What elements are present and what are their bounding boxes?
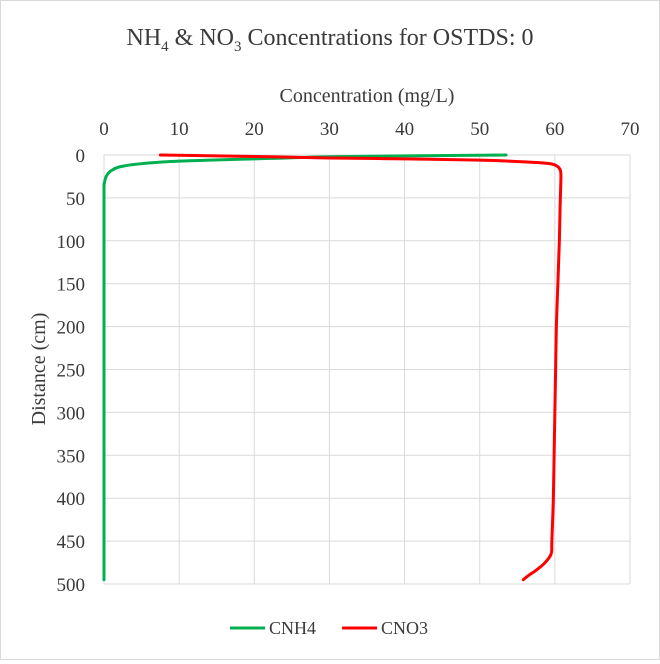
x-tick-label: 0 xyxy=(99,119,109,140)
x-tick-label: 60 xyxy=(545,119,564,140)
x-tick-labels: 0 10 20 30 40 50 60 70 xyxy=(99,119,639,140)
y-tick-label: 350 xyxy=(57,446,86,467)
y-tick-label: 0 xyxy=(76,146,86,167)
y-axis-title: Distance (cm) xyxy=(28,313,50,426)
chart-title: NH4 & NO3 Concentrations for OSTDS: 0 xyxy=(127,25,534,55)
title-subscript-4: 4 xyxy=(161,39,169,55)
title-part-rest: Concentrations for OSTDS: 0 xyxy=(242,25,534,51)
y-tick-label: 450 xyxy=(57,532,86,553)
x-tick-label: 40 xyxy=(395,119,414,140)
y-tick-label: 150 xyxy=(57,275,86,296)
title-subscript-3: 3 xyxy=(234,39,242,55)
series-lines xyxy=(102,153,563,582)
x-tick-label: 50 xyxy=(470,119,489,140)
legend: CNH4 CNO3 xyxy=(230,618,428,638)
legend-label-cno3: CNO3 xyxy=(381,618,428,638)
x-axis-title: Concentration (mg/L) xyxy=(280,85,455,107)
y-tick-label: 400 xyxy=(57,489,86,510)
y-tick-label: 200 xyxy=(57,318,86,339)
series-line-cno3 xyxy=(158,153,563,582)
title-part-no: & NO xyxy=(169,25,234,51)
legend-item-cnh4: CNH4 xyxy=(230,618,316,638)
y-tick-label: 300 xyxy=(57,403,86,424)
x-tick-label: 30 xyxy=(320,119,339,140)
x-tick-label: 20 xyxy=(245,119,264,140)
legend-label-cnh4: CNH4 xyxy=(269,618,316,638)
y-tick-labels: 0 50 100 150 200 250 300 350 400 450 500 xyxy=(57,146,86,596)
y-tick-label: 500 xyxy=(57,575,86,596)
y-tick-label: 50 xyxy=(66,189,85,210)
gridlines xyxy=(103,154,631,585)
legend-item-cno3: CNO3 xyxy=(342,618,428,638)
y-tick-label: 100 xyxy=(57,232,86,253)
x-tick-label: 70 xyxy=(621,119,640,140)
series-line-cnh4 xyxy=(102,153,508,582)
x-tick-label: 10 xyxy=(170,119,189,140)
title-part-nh: NH xyxy=(127,25,162,51)
y-tick-label: 250 xyxy=(57,361,86,382)
